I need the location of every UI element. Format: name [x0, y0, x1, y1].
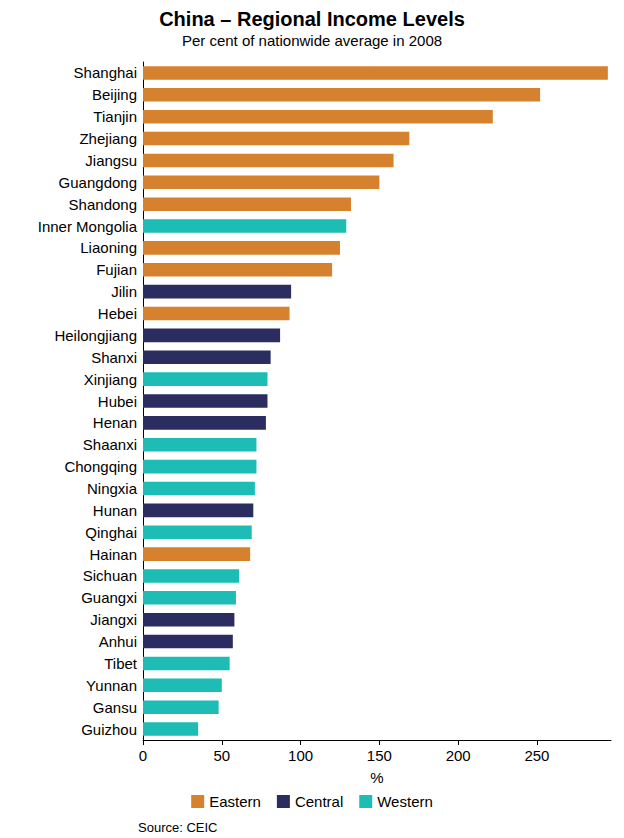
svg-text:China – Regional Income Levels: China – Regional Income Levels — [159, 8, 465, 30]
svg-text:Hebei: Hebei — [98, 305, 137, 322]
svg-text:Tibet: Tibet — [104, 655, 138, 672]
svg-text:Chongqing: Chongqing — [64, 458, 137, 475]
svg-text:Yunnan: Yunnan — [86, 677, 137, 694]
svg-text:Liaoning: Liaoning — [80, 239, 137, 256]
svg-text:Hubei: Hubei — [98, 393, 137, 410]
svg-text:Beijing: Beijing — [92, 86, 137, 103]
svg-text:Ningxia: Ningxia — [87, 480, 138, 497]
svg-text:Per cent of nationwide average: Per cent of nationwide average in 2008 — [182, 32, 442, 49]
svg-text:Western: Western — [377, 793, 433, 810]
svg-text:Sichuan: Sichuan — [83, 567, 137, 584]
svg-text:Hainan: Hainan — [89, 546, 137, 563]
svg-text:Central: Central — [295, 793, 343, 810]
svg-text:250: 250 — [524, 747, 549, 764]
svg-text:Shaanxi: Shaanxi — [83, 436, 137, 453]
svg-text:50: 50 — [213, 747, 230, 764]
svg-text:Fujian: Fujian — [96, 261, 137, 278]
svg-text:Shandong: Shandong — [69, 196, 137, 213]
svg-text:Guangxi: Guangxi — [81, 589, 137, 606]
svg-text:Anhui: Anhui — [99, 633, 137, 650]
svg-text:Source: CEIC: Source: CEIC — [138, 820, 217, 835]
svg-text:Gansu: Gansu — [93, 699, 137, 716]
svg-text:Jilin: Jilin — [111, 283, 137, 300]
svg-text:Guizhou: Guizhou — [81, 721, 137, 738]
svg-text:Shanxi: Shanxi — [91, 349, 137, 366]
svg-text:Jiangxi: Jiangxi — [90, 611, 137, 628]
svg-text:200: 200 — [446, 747, 471, 764]
svg-text:150: 150 — [367, 747, 392, 764]
svg-text:Qinghai: Qinghai — [85, 524, 137, 541]
svg-text:%: % — [370, 769, 383, 786]
svg-text:Inner Mongolia: Inner Mongolia — [38, 218, 138, 235]
svg-text:Xinjiang: Xinjiang — [84, 371, 137, 388]
svg-text:100: 100 — [288, 747, 313, 764]
svg-text:Zhejiang: Zhejiang — [79, 130, 137, 147]
svg-text:Jiangsu: Jiangsu — [85, 152, 137, 169]
svg-text:Henan: Henan — [93, 414, 137, 431]
svg-text:Heilongjiang: Heilongjiang — [54, 327, 137, 344]
svg-text:Guangdong: Guangdong — [59, 174, 137, 191]
svg-text:Shanghai: Shanghai — [74, 64, 137, 81]
svg-text:Hunan: Hunan — [93, 502, 137, 519]
svg-text:Eastern: Eastern — [209, 793, 261, 810]
svg-text:Tianjin: Tianjin — [93, 108, 137, 125]
svg-text:0: 0 — [139, 747, 147, 764]
